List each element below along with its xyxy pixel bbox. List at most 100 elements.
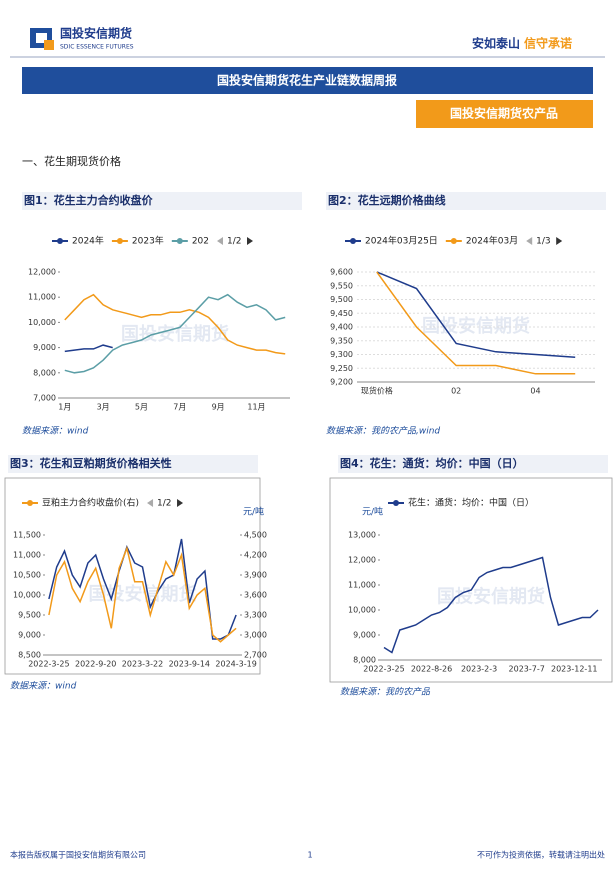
y-tick-label: 8,000 xyxy=(33,368,56,377)
x-tick-label: 2023-12-11 xyxy=(551,665,598,674)
page-number: 1 xyxy=(307,851,312,860)
banner-title: 国投安信期货花生产业链数据周报 xyxy=(217,73,397,88)
x-tick-label: 02 xyxy=(451,387,461,396)
legend-label: 2024年 xyxy=(72,235,104,247)
logo-mark-accent xyxy=(44,40,54,50)
legend-next xyxy=(247,237,253,245)
y-tick-label: 11,500 xyxy=(13,531,41,540)
chart-title: 图3：花生和豆粕期货价格相关性 xyxy=(10,456,172,470)
legend-page: 1/2 xyxy=(227,237,241,247)
y2-tick-label: 3,300 xyxy=(244,611,267,620)
legend-next xyxy=(556,237,563,245)
y-tick-label: 9,250 xyxy=(330,364,353,373)
legend-page: 1/3 xyxy=(536,237,550,247)
legend-marker xyxy=(393,500,399,506)
y-tick-label: 9,500 xyxy=(18,611,41,620)
y-tick-label: 9,000 xyxy=(33,343,56,352)
watermark: 国投安信期货 xyxy=(437,586,545,608)
y-tick-label: 9,350 xyxy=(330,336,353,345)
legend-next xyxy=(177,499,184,507)
footer-right: 不可作为投资依据，转载请注明出处 xyxy=(477,850,605,860)
x-tick-label: 2023-9-14 xyxy=(169,660,210,669)
legend-label: 2024年03月25日 xyxy=(365,235,438,247)
legend-label: 202 xyxy=(192,237,209,247)
x-tick-label: 2023-3-22 xyxy=(122,660,163,669)
x-tick-label: 3月 xyxy=(97,403,110,412)
x-tick-label: 9月 xyxy=(212,403,225,412)
y-tick-label: 9,300 xyxy=(330,350,353,359)
x-tick-label: 2024-3-19 xyxy=(215,660,256,669)
y-tick-label: 12,000 xyxy=(348,556,376,565)
legend-label: 2024年03月 xyxy=(466,235,518,247)
axis-unit: 元/吨 xyxy=(243,506,264,518)
y-tick-label: 13,000 xyxy=(348,531,376,540)
y-tick-label: 9,000 xyxy=(18,631,41,640)
y-tick-label: 9,000 xyxy=(353,631,376,640)
chart-title: 图1：花生主力合约收盘价 xyxy=(24,193,154,207)
logo-text: 国投安信期货 xyxy=(60,26,132,41)
y-tick-label: 7,000 xyxy=(33,394,56,403)
y-tick-label: 9,450 xyxy=(330,309,353,318)
tag-box xyxy=(416,100,593,128)
legend-marker xyxy=(450,238,457,244)
legend-prev xyxy=(147,499,154,507)
y-tick-label: 12,000 xyxy=(28,268,56,277)
series-line xyxy=(376,271,576,375)
chart-title-bg xyxy=(326,192,606,210)
y-tick-label: 10,500 xyxy=(13,571,41,580)
legend-prev xyxy=(526,237,533,245)
y-tick-label: 11,000 xyxy=(348,581,376,590)
y-tick-label: 8,000 xyxy=(353,656,376,665)
chart-title-bg xyxy=(22,192,302,210)
series-line xyxy=(48,545,237,643)
watermark: 国投安信期货 xyxy=(121,323,229,345)
x-tick-label: 2023-2-3 xyxy=(461,665,497,674)
chart-title: 图2：花生远期价格曲线 xyxy=(328,193,446,207)
x-tick-label: 现货价格 xyxy=(361,386,393,396)
chart-source: 数据来源：我的农产品,wind xyxy=(326,426,440,437)
legend-marker xyxy=(116,238,123,244)
y-tick-label: 9,200 xyxy=(330,378,353,387)
tag: 国投安信期货农产品 xyxy=(450,106,558,121)
legend-label: 花生：通货：均价：中国（日） xyxy=(408,497,534,509)
y2-tick-label: 2,700 xyxy=(244,651,267,660)
y2-tick-label: 4,500 xyxy=(244,531,267,540)
legend-label: 豆粕主力合约收盘价(右) xyxy=(42,497,139,509)
legend-marker xyxy=(57,238,63,244)
x-tick-label: 1月 xyxy=(58,403,71,412)
legend-marker xyxy=(176,238,183,244)
chart-source: 数据来源：wind xyxy=(10,681,77,692)
y-tick-label: 11,000 xyxy=(28,293,56,302)
x-tick-label: 04 xyxy=(530,387,540,396)
y2-tick-label: 4,200 xyxy=(244,551,267,560)
slogan: 安如泰山 xyxy=(472,36,520,51)
y-tick-label: 10,000 xyxy=(28,318,56,327)
y2-tick-label: 3,000 xyxy=(244,631,267,640)
banner xyxy=(22,67,593,94)
y2-tick-label: 3,600 xyxy=(244,591,267,600)
axis-unit: 元/吨 xyxy=(362,506,383,518)
x-tick-label: 11月 xyxy=(247,403,265,412)
series-line xyxy=(64,344,113,353)
x-tick-label: 5月 xyxy=(135,403,148,412)
slogan: 信守承诺 xyxy=(524,36,572,51)
legend-label: 2023年 xyxy=(132,235,164,247)
chart-title-bg xyxy=(8,455,258,473)
y2-tick-label: 3,900 xyxy=(244,571,267,580)
y-tick-label: 9,400 xyxy=(330,323,353,332)
y-tick-label: 11,000 xyxy=(13,551,41,560)
series-line xyxy=(48,538,237,640)
series-line xyxy=(64,293,286,374)
logo-mark-inner xyxy=(36,33,47,43)
y-tick-label: 9,550 xyxy=(330,281,353,290)
chart-source: 数据来源：我的农产品 xyxy=(340,687,431,698)
x-tick-label: 2023-7-7 xyxy=(509,665,545,674)
chart-frame xyxy=(4,477,261,675)
legend-marker xyxy=(27,500,33,506)
y-tick-label: 9,500 xyxy=(330,295,353,304)
series-line xyxy=(376,271,576,359)
chart-source: 数据来源：wind xyxy=(22,426,89,437)
x-tick-label: 2022-3-25 xyxy=(28,660,69,669)
x-tick-label: 2022-9-20 xyxy=(75,660,116,669)
